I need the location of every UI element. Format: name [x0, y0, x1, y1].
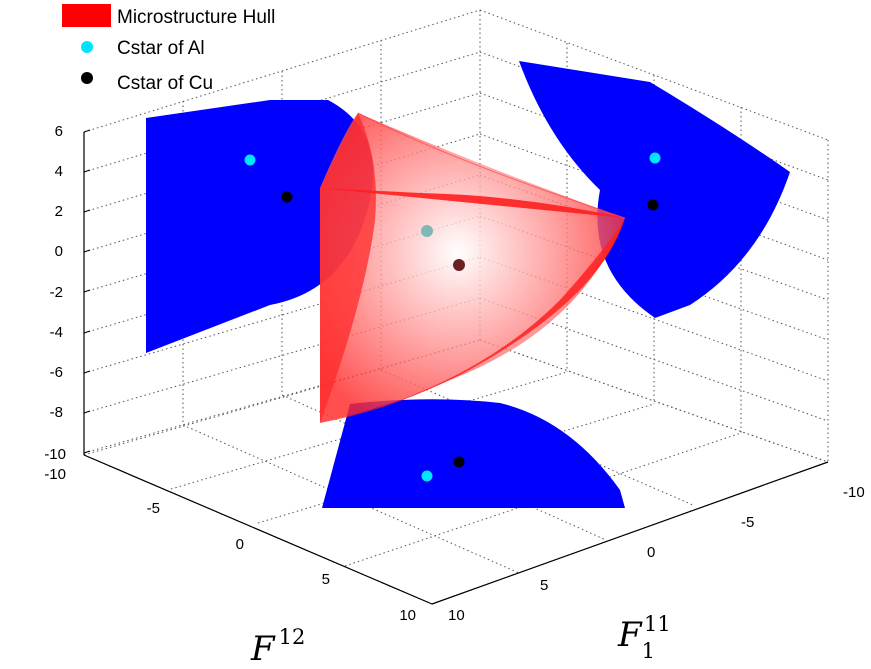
projection-right [519, 61, 790, 318]
y-tick-label: 10 [399, 607, 416, 624]
projection-left [146, 100, 374, 353]
x-tick-label: -5 [741, 514, 754, 531]
microstructure-hull [320, 112, 626, 423]
legend-marker-al [81, 41, 93, 53]
y-tick-label: -10 [44, 466, 66, 483]
z-tick-label: -4 [50, 324, 63, 341]
z-tick-label: 6 [55, 123, 63, 140]
x-tick-label: 5 [540, 577, 548, 594]
axis-lines [83, 132, 829, 605]
legend-label-cu: Cstar of Cu [117, 73, 213, 94]
cstar-of-cu-projection-right [647, 199, 659, 211]
y-tick-label: -5 [147, 500, 160, 517]
cstar-of-cu-point [453, 259, 465, 271]
y-tick-label: 0 [236, 536, 244, 553]
z-tick-label: 2 [55, 203, 63, 220]
y-axis-label: F 12 [250, 625, 305, 669]
legend-marker-cu [81, 72, 93, 84]
y-tick-labels: -10 -5 0 5 10 [44, 466, 416, 624]
x-tick-label: 0 [647, 544, 655, 561]
x-tick-label: 10 [448, 607, 465, 624]
legend: Microstructure Hull Cstar of Al Cstar of… [62, 4, 275, 94]
cstar-of-al-projection-left [244, 154, 256, 166]
x-tick-labels: 10 5 0 -5 -10 [448, 484, 865, 624]
legend-label-hull: Microstructure Hull [117, 7, 275, 28]
x-tick-label: -10 [843, 484, 865, 501]
z-tick-label: -2 [50, 284, 63, 301]
cstar-of-al-projection-floor [421, 470, 433, 482]
x-axis-label: F111 [617, 612, 671, 663]
y-tick-label: 5 [322, 571, 330, 588]
cstar-of-al-projection-right [649, 152, 661, 164]
points-layer [244, 152, 661, 482]
cstar-of-cu-projection-left [281, 191, 293, 203]
cstar-of-cu-projection-floor [453, 456, 465, 468]
z-tick-label: -6 [50, 364, 63, 381]
z-tick-label: -10 [44, 446, 66, 463]
cstar-of-al-point [421, 225, 433, 237]
legend-swatch-hull [62, 4, 111, 27]
z-tick-label: 0 [55, 243, 63, 260]
z-tick-label: 4 [55, 163, 63, 180]
legend-label-al: Cstar of Al [117, 38, 205, 59]
z-tick-label: -8 [50, 404, 63, 421]
z-tick-marks [83, 129, 91, 454]
z-tick-labels: 6 4 2 0 -2 -4 -6 -8 -10 [44, 123, 66, 463]
projection-bottom [322, 399, 625, 508]
